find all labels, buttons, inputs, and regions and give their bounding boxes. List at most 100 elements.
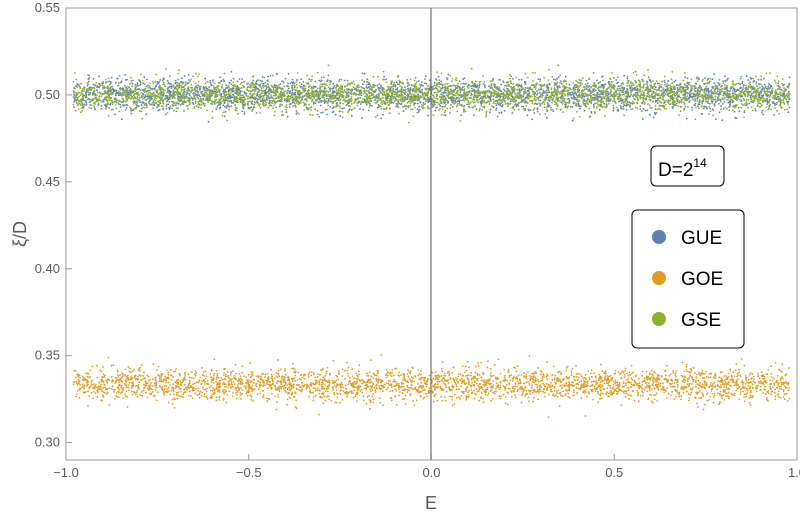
data-point-gue bbox=[207, 120, 210, 123]
data-point-goe bbox=[108, 404, 111, 406]
data-point-goe bbox=[235, 397, 238, 400]
data-point-goe bbox=[114, 388, 116, 391]
data-point-goe bbox=[440, 379, 443, 382]
data-point-goe bbox=[749, 387, 751, 390]
data-point-goe bbox=[239, 375, 242, 378]
data-points bbox=[72, 64, 791, 419]
data-point-goe bbox=[461, 380, 463, 382]
data-point-goe bbox=[514, 396, 517, 399]
data-point-goe bbox=[691, 376, 693, 379]
data-point-goe bbox=[267, 373, 269, 375]
data-point-gue bbox=[492, 98, 495, 101]
data-point-goe bbox=[751, 373, 754, 375]
data-point-goe bbox=[695, 373, 698, 376]
data-point-goe bbox=[602, 387, 604, 390]
data-point-goe bbox=[335, 401, 338, 404]
data-point-goe bbox=[676, 378, 679, 381]
data-point-goe bbox=[451, 398, 454, 401]
data-point-goe bbox=[498, 388, 501, 391]
data-point-goe bbox=[146, 396, 149, 399]
data-point-goe bbox=[475, 388, 478, 390]
data-point-goe bbox=[729, 368, 731, 371]
data-point-goe bbox=[124, 393, 126, 396]
data-point-goe bbox=[100, 380, 103, 383]
data-point-goe bbox=[663, 391, 666, 394]
data-point-goe bbox=[536, 386, 539, 388]
data-point-gue bbox=[255, 82, 257, 84]
data-point-goe bbox=[382, 384, 384, 387]
data-point-goe bbox=[389, 380, 391, 382]
data-point-goe bbox=[754, 381, 757, 384]
data-point-gue bbox=[427, 101, 430, 104]
data-point-goe bbox=[568, 386, 570, 389]
data-point-goe bbox=[144, 380, 147, 382]
data-point-goe bbox=[289, 388, 291, 391]
data-point-goe bbox=[96, 364, 98, 367]
data-point-goe bbox=[338, 372, 340, 374]
data-point-goe bbox=[113, 391, 115, 393]
data-point-goe bbox=[390, 384, 393, 386]
data-point-goe bbox=[420, 376, 422, 379]
data-point-goe bbox=[470, 389, 473, 391]
data-point-goe bbox=[411, 379, 414, 382]
data-point-goe bbox=[701, 392, 703, 395]
data-point-goe bbox=[729, 370, 732, 372]
data-point-goe bbox=[124, 375, 127, 377]
data-point-goe bbox=[692, 380, 694, 383]
data-point-goe bbox=[541, 375, 544, 378]
data-point-goe bbox=[266, 383, 269, 386]
data-point-gue bbox=[590, 110, 593, 113]
data-point-goe bbox=[725, 375, 728, 378]
data-point-goe bbox=[709, 376, 712, 379]
data-point-gue bbox=[350, 114, 353, 117]
data-point-goe bbox=[688, 370, 691, 373]
data-point-goe bbox=[329, 372, 331, 375]
data-point-goe bbox=[166, 369, 168, 372]
data-point-goe bbox=[94, 392, 97, 394]
data-point-goe bbox=[490, 389, 493, 391]
data-point-goe bbox=[684, 376, 686, 378]
data-point-gue bbox=[219, 76, 221, 78]
data-point-goe bbox=[751, 395, 754, 397]
data-point-goe bbox=[322, 385, 324, 388]
data-point-goe bbox=[391, 369, 394, 371]
data-point-gue bbox=[267, 75, 269, 78]
data-point-goe bbox=[512, 385, 515, 388]
data-point-goe bbox=[76, 382, 78, 385]
data-point-goe bbox=[104, 386, 107, 389]
data-point-gue bbox=[761, 85, 763, 88]
data-point-goe bbox=[575, 376, 578, 378]
data-point-goe bbox=[630, 373, 633, 375]
data-point-goe bbox=[613, 388, 616, 391]
data-point-gue bbox=[184, 97, 186, 99]
data-point-goe bbox=[284, 373, 287, 376]
data-point-goe bbox=[750, 389, 752, 392]
data-point-goe bbox=[630, 377, 633, 380]
data-point-goe bbox=[787, 383, 790, 386]
data-point-goe bbox=[401, 389, 404, 391]
data-point-goe bbox=[373, 387, 376, 389]
data-point-goe bbox=[238, 388, 240, 391]
data-point-goe bbox=[362, 395, 365, 398]
data-point-goe bbox=[478, 388, 481, 390]
data-point-goe bbox=[245, 392, 248, 395]
data-point-goe bbox=[261, 373, 263, 376]
data-point-goe bbox=[620, 377, 623, 380]
data-point-goe bbox=[297, 384, 299, 386]
data-point-goe bbox=[530, 375, 533, 378]
data-point-goe bbox=[773, 384, 776, 387]
data-point-goe bbox=[445, 399, 447, 402]
data-point-goe bbox=[394, 388, 397, 391]
data-point-goe bbox=[496, 384, 499, 387]
data-point-goe bbox=[404, 403, 407, 405]
data-point-goe bbox=[245, 387, 248, 390]
data-point-goe bbox=[453, 403, 456, 405]
data-point-goe bbox=[609, 387, 612, 389]
data-point-goe bbox=[499, 372, 502, 375]
data-point-goe bbox=[453, 393, 456, 396]
data-point-goe bbox=[266, 400, 269, 403]
data-point-goe bbox=[767, 399, 769, 402]
data-point-goe bbox=[565, 366, 568, 369]
data-point-gue bbox=[412, 87, 415, 90]
data-point-gue bbox=[721, 119, 724, 122]
